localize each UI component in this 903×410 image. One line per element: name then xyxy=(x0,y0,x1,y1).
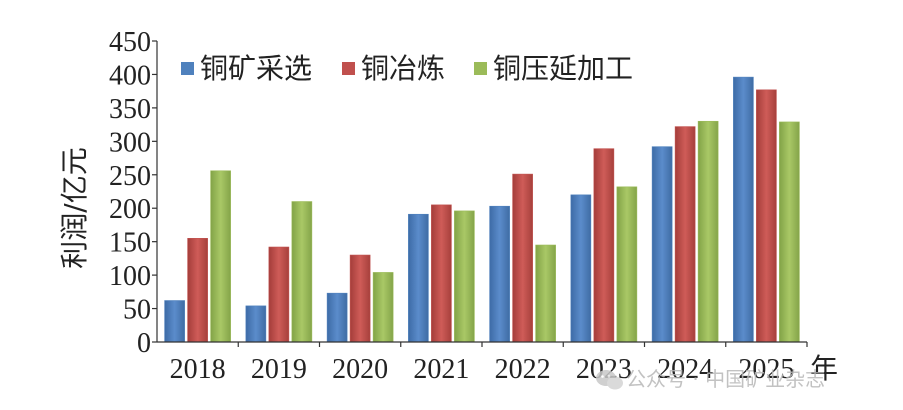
bar-3-2023 xyxy=(616,186,638,343)
bar-3-2022 xyxy=(535,244,556,343)
bar-3-2021 xyxy=(454,210,475,343)
bar-2-2022 xyxy=(512,173,533,343)
legend-swatch-1 xyxy=(181,62,194,75)
bar-3-2024 xyxy=(697,120,719,343)
x-axis-unit-label: 年 xyxy=(810,352,838,385)
bar-3-2019 xyxy=(291,201,313,343)
bar-2-2018 xyxy=(187,238,208,343)
x-tick-label: 2022 xyxy=(495,354,551,385)
bar-2-2021 xyxy=(431,204,452,343)
y-tick-label: 200 xyxy=(109,194,151,225)
bars-group xyxy=(164,76,800,343)
x-tick-label: 2025 xyxy=(738,354,794,385)
bar-1-2023 xyxy=(570,194,592,343)
bar-1-2019 xyxy=(245,305,267,343)
bar-2-2024 xyxy=(674,126,696,343)
legend-label-1: 铜矿采选 xyxy=(200,52,312,85)
bar-3-2025 xyxy=(779,121,800,343)
bar-1-2025 xyxy=(733,76,754,343)
watermark: 公众号 · 中国矿业杂志 xyxy=(596,367,825,391)
y-axis-label: 利润/亿元 xyxy=(58,147,91,268)
legend: 铜矿采选 铜冶炼 铜压延加工 xyxy=(181,52,633,85)
legend-swatch-2 xyxy=(342,62,355,75)
y-tick-label: 400 xyxy=(109,60,151,91)
watermark-text: 公众号 · 中国矿业杂志 xyxy=(626,367,825,391)
y-tick-label: 150 xyxy=(109,228,151,259)
y-tick-label: 450 xyxy=(109,27,151,58)
x-tick-label: 2018 xyxy=(170,354,226,385)
bar-1-2018 xyxy=(164,300,185,343)
x-tick-labels: 2018 2019 2020 2021 2022 2023 2024 2025 xyxy=(170,342,808,385)
bar-1-2021 xyxy=(408,213,429,343)
bar-1-2024 xyxy=(651,146,673,343)
bar-1-2020 xyxy=(326,292,348,343)
legend-label-3: 铜压延加工 xyxy=(493,52,633,85)
y-tick-label: 0 xyxy=(137,328,151,359)
y-tick-label: 250 xyxy=(109,161,151,192)
bar-3-2018 xyxy=(210,170,231,343)
legend-label-2: 铜冶炼 xyxy=(361,52,445,85)
bar-2-2020 xyxy=(349,254,371,343)
bar-2-2025 xyxy=(756,89,777,343)
y-tick-label: 300 xyxy=(109,127,151,158)
legend-swatch-3 xyxy=(474,62,487,75)
x-tick-label: 2024 xyxy=(657,354,713,385)
x-tick-label: 2021 xyxy=(413,354,469,385)
bar-1-2022 xyxy=(489,205,510,343)
y-tick-label: 100 xyxy=(109,261,151,292)
bar-2-2023 xyxy=(593,148,615,343)
y-tick-label: 350 xyxy=(109,94,151,125)
x-tick-label: 2020 xyxy=(332,354,388,385)
wechat-icon xyxy=(596,370,623,390)
bar-2-2019 xyxy=(268,246,290,343)
x-tick-label: 2019 xyxy=(251,354,307,385)
y-tick-label: 50 xyxy=(123,295,151,326)
bar-3-2020 xyxy=(372,272,394,343)
